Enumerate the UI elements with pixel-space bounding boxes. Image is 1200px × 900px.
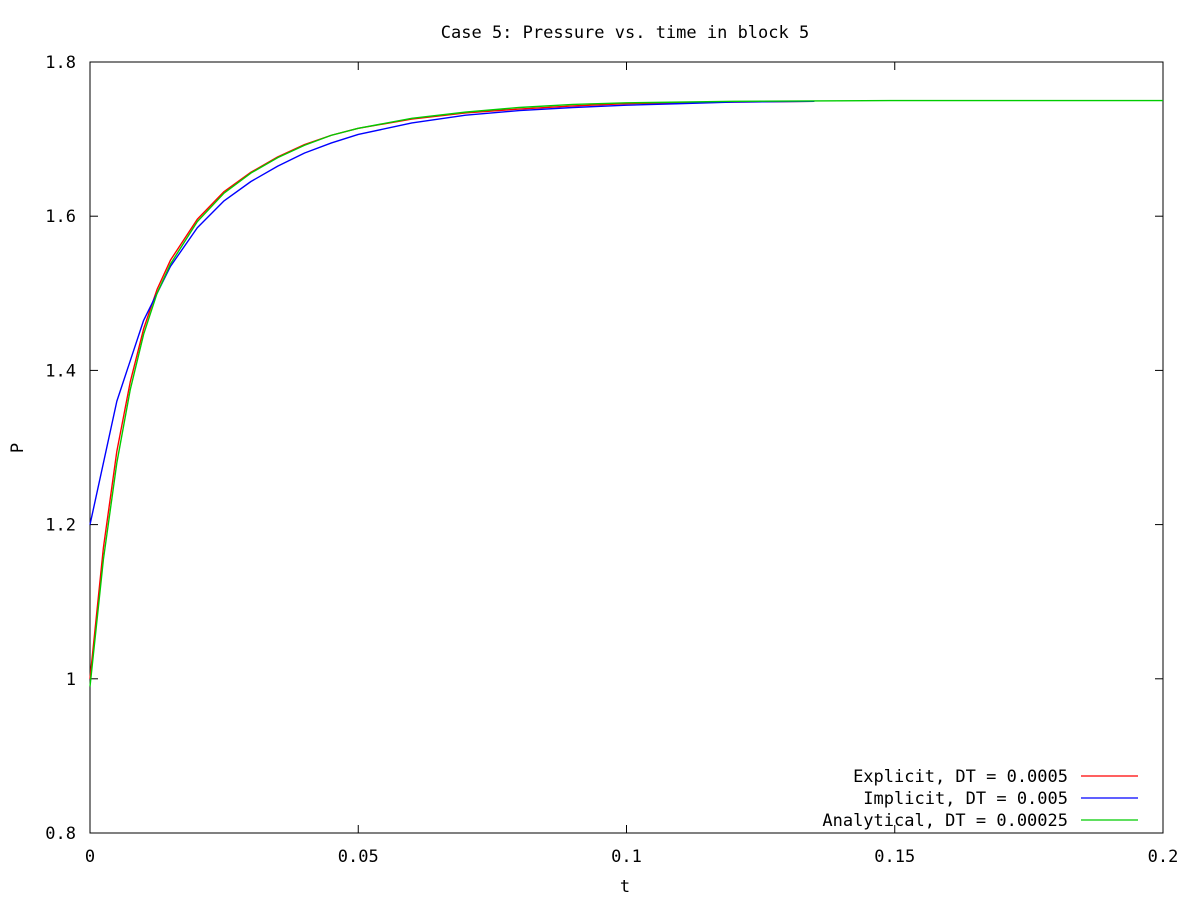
y-tick-label: 1.2 (45, 516, 76, 536)
x-tick-label: 0.05 (338, 847, 379, 867)
x-tick-label: 0.2 (1148, 847, 1179, 867)
x-tick-label: 0.1 (611, 847, 642, 867)
legend-label: Explicit, DT = 0.0005 (853, 767, 1068, 787)
axis-tick-labels: 0 0.05 0.1 0.15 0.2 0.8 1 1.2 1.4 1.6 1.8 (45, 53, 1178, 867)
y-tick-label: 1.4 (45, 361, 76, 381)
y-tick-label: 0.8 (45, 824, 76, 844)
y-tick-label: 1.6 (45, 207, 76, 227)
x-axis-label: t (620, 877, 630, 897)
plot-frame (89, 61, 1164, 834)
x-tick-label: 0.15 (874, 847, 915, 867)
series-line-2 (89, 100, 815, 525)
y-tick-label: 1 (66, 670, 76, 690)
chart-title: Case 5: Pressure vs. time in block 5 (441, 23, 809, 43)
y-tick-label: 1.8 (45, 53, 76, 73)
y-axis-label: P (8, 443, 28, 453)
series-line-1 (89, 100, 815, 679)
axis-ticks (89, 61, 1164, 834)
series-lines (89, 99, 1163, 687)
x-tick-label: 0 (85, 847, 95, 867)
legend-label: Implicit, DT = 0.005 (863, 789, 1068, 809)
series-line-3 (89, 99, 1163, 687)
legend-label: Analytical, DT = 0.00025 (822, 811, 1068, 831)
